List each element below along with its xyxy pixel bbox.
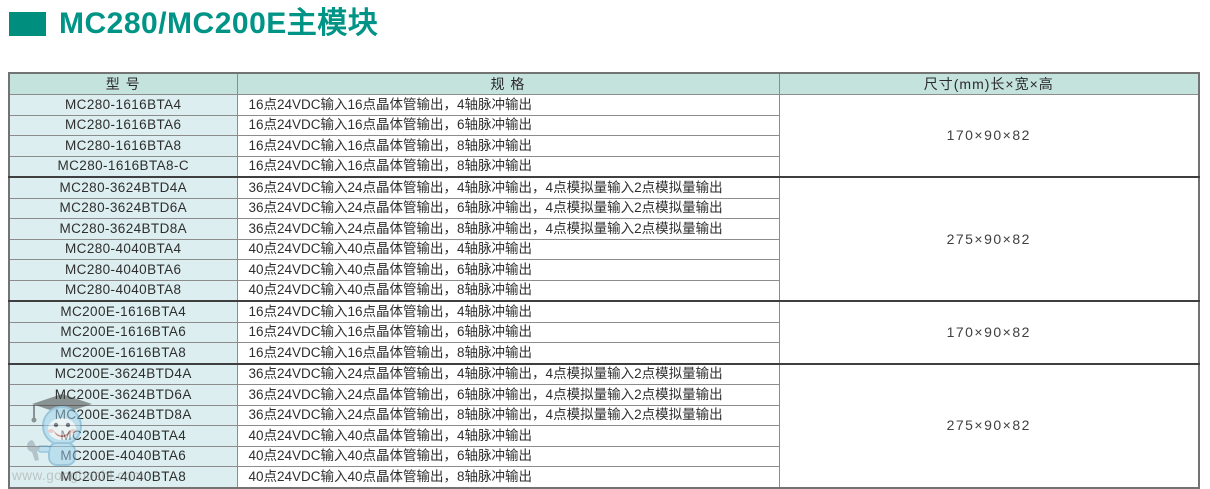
dimension-cell: 275×90×82 xyxy=(778,176,1200,302)
model-cell: MC200E-3624BTD4A xyxy=(8,362,238,385)
table-row: MC280-3624BTD4A 36点24VDC输入24点晶体管输出，4轴脉冲输出… xyxy=(8,176,1200,302)
spec-cell: 16点24VDC输入16点晶体管输出，4轴脉冲输出 xyxy=(236,300,780,323)
spec-cell: 40点24VDC输入40点晶体管输出，4轴脉冲输出 xyxy=(236,238,780,260)
spec-cell: 36点24VDC输入24点晶体管输出，4轴脉冲输出，4点模拟量输入2点模拟量输出 xyxy=(236,176,780,199)
spec-cell: 16点24VDC输入16点晶体管输出，8轴脉冲输出 xyxy=(236,342,780,364)
table-row: MC280-1616BTA6 16点24VDC输入16点晶体管输出，6轴脉冲输出 xyxy=(8,114,1199,136)
spec-cell: 16点24VDC输入16点晶体管输出，8轴脉冲输出 xyxy=(236,155,780,178)
section-marker-square-icon xyxy=(9,11,46,36)
spec-cell: 40点24VDC输入40点晶体管输出，4轴脉冲输出 xyxy=(236,425,780,447)
spec-cell: 40点24VDC输入40点晶体管输出，8轴脉冲输出 xyxy=(236,279,780,302)
spec-cell: 16点24VDC输入16点晶体管输出，6轴脉冲输出 xyxy=(236,114,780,136)
model-cell: MC200E-1616BTA6 xyxy=(8,321,238,343)
dimension-cell: 275×90×82 xyxy=(778,362,1200,488)
spec-cell: 40点24VDC输入40点晶体管输出，6轴脉冲输出 xyxy=(236,259,780,281)
spec-cell: 36点24VDC输入24点晶体管输出，4轴脉冲输出，4点模拟量输入2点模拟量输出 xyxy=(236,362,780,385)
model-cell: MC200E-3624BTD6A xyxy=(8,384,238,406)
model-cell: MC280-1616BTA8-C xyxy=(8,155,238,178)
table-row: MC280-3624BTD8A 36点24VDC输入24点晶体管输出，8轴脉冲输出… xyxy=(8,218,1199,240)
model-cell: MC200E-1616BTA8 xyxy=(8,342,238,364)
dimension-cell: 170×90×82 xyxy=(778,94,1200,178)
spec-cell: 40点24VDC输入40点晶体管输出，8轴脉冲输出 xyxy=(236,466,780,488)
table-row: MC200E-1616BTA8 16点24VDC输入16点晶体管输出，8轴脉冲输出 xyxy=(8,342,1199,364)
model-cell: MC200E-3624BTD8A xyxy=(8,404,238,426)
col-header-dimension: 尺寸(mm)长×宽×高 xyxy=(778,72,1200,95)
col-header-model: 型 号 xyxy=(8,72,238,95)
table-row: MC280-1616BTA8-C 16点24VDC输入16点晶体管输出，8轴脉冲输… xyxy=(8,155,1199,178)
model-cell: MC280-4040BTA4 xyxy=(8,238,238,260)
section-header: MC280/MC200E主模块 xyxy=(9,7,378,40)
spec-cell: 16点24VDC输入16点晶体管输出，8轴脉冲输出 xyxy=(236,135,780,157)
spec-cell: 40点24VDC输入40点晶体管输出，6轴脉冲输出 xyxy=(236,445,780,467)
spec-cell: 36点24VDC输入24点晶体管输出，8轴脉冲输出，4点模拟量输入2点模拟量输出 xyxy=(236,218,780,240)
model-cell: MC200E-4040BTA8 xyxy=(8,466,238,488)
spec-cell: 16点24VDC输入16点晶体管输出，4轴脉冲输出 xyxy=(236,94,780,116)
col-header-spec: 规 格 xyxy=(236,72,780,95)
spec-table-body: MC280-1616BTA4 16点24VDC输入16点晶体管输出，4轴脉冲输出 1… xyxy=(8,94,1200,488)
model-cell: MC280-3624BTD8A xyxy=(8,218,238,240)
model-cell: MC200E-4040BTA6 xyxy=(8,445,238,467)
page-title: MC280/MC200E主模块 xyxy=(59,7,379,40)
spec-cell: 36点24VDC输入24点晶体管输出，8轴脉冲输出，4点模拟量输入2点模拟量输出 xyxy=(236,404,780,426)
spec-cell: 36点24VDC输入24点晶体管输出，6轴脉冲输出，4点模拟量输入2点模拟量输出 xyxy=(236,384,780,406)
spec-cell: 36点24VDC输入24点晶体管输出，6轴脉冲输出，4点模拟量输入2点模拟量输出 xyxy=(236,197,780,219)
model-cell: MC280-1616BTA4 xyxy=(8,94,238,116)
table-row: MC280-4040BTA4 40点24VDC输入40点晶体管输出，4轴脉冲输出 xyxy=(8,238,1199,260)
model-cell: MC280-4040BTA6 xyxy=(8,259,238,281)
module-spec-table: 型 号 规 格 尺寸(mm)长×宽×高 MC280-1616BTA4 16点24V… xyxy=(8,72,1200,489)
model-cell: MC280-3624BTD4A xyxy=(8,176,238,199)
table-row: MC200E-4040BTA8 40点24VDC输入40点晶体管输出，8轴脉冲输出 xyxy=(8,466,1199,488)
model-cell: MC280-3624BTD6A xyxy=(8,197,238,219)
model-cell: MC280-1616BTA6 xyxy=(8,114,238,136)
model-cell: MC280-4040BTA8 xyxy=(8,279,238,302)
table-row: MC280-4040BTA6 40点24VDC输入40点晶体管输出，6轴脉冲输出 xyxy=(8,259,1199,281)
model-cell: MC200E-4040BTA4 xyxy=(8,425,238,447)
table-row: MC280-1616BTA8 16点24VDC输入16点晶体管输出，8轴脉冲输出 xyxy=(8,135,1199,157)
dimension-cell: 170×90×82 xyxy=(778,300,1200,364)
table-row: MC280-1616BTA4 16点24VDC输入16点晶体管输出，4轴脉冲输出 1… xyxy=(8,94,1200,178)
spec-cell: 16点24VDC输入16点晶体管输出，6轴脉冲输出 xyxy=(236,321,780,343)
table-row: MC280-4040BTA8 40点24VDC输入40点晶体管输出，8轴脉冲输出 xyxy=(8,279,1199,302)
table-row: MC200E-1616BTA4 16点24VDC输入16点晶体管输出，4轴脉冲输出… xyxy=(8,300,1200,364)
table-header-row: 型 号 规 格 尺寸(mm)长×宽×高 xyxy=(8,72,1200,95)
table-row: MC200E-1616BTA6 16点24VDC输入16点晶体管输出，6轴脉冲输出 xyxy=(8,321,1199,343)
model-cell: MC200E-1616BTA4 xyxy=(8,300,238,323)
model-cell: MC280-1616BTA8 xyxy=(8,135,238,157)
table-row: MC200E-3624BTD4A 36点24VDC输入24点晶体管输出，4轴脉冲输… xyxy=(8,362,1200,488)
